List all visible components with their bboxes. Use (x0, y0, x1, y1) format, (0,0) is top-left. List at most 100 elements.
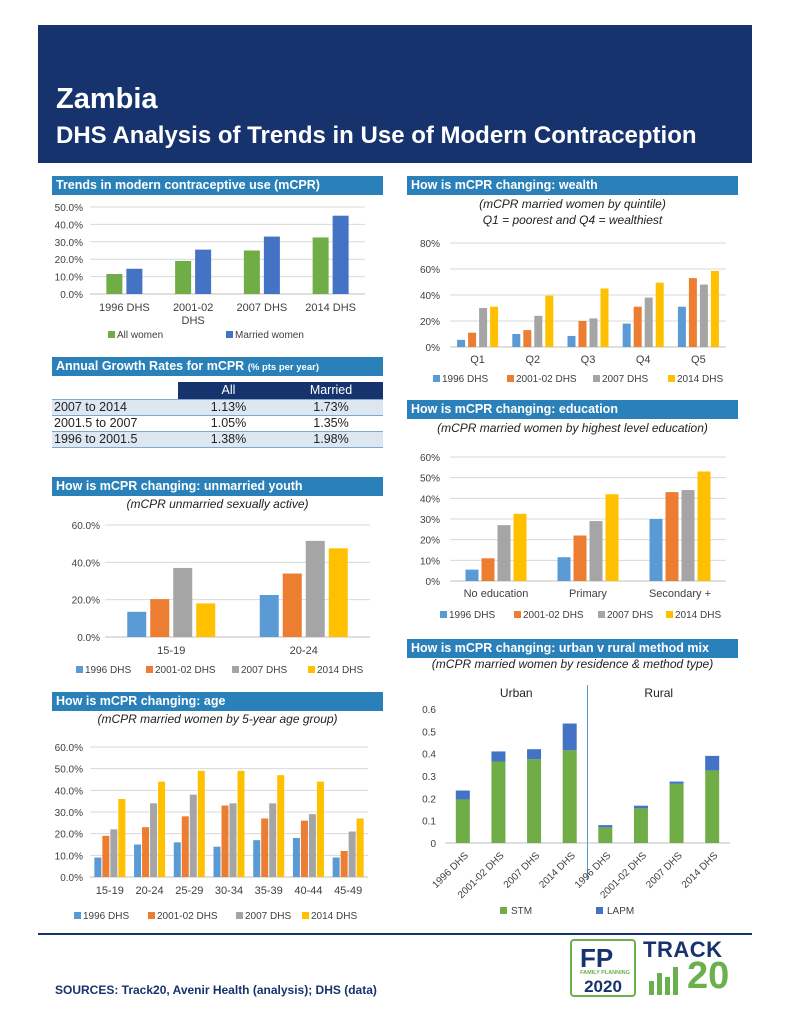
x-tick-label: Q4 (636, 354, 651, 366)
growth-header-all: All (178, 382, 279, 399)
bar-2014-dhs-q1 (490, 306, 499, 347)
bar-lapm-rural-2014-dhs (705, 755, 720, 771)
growth-table: All Married 2007 to 2014 1.13% 1.73% 200… (52, 382, 383, 448)
legend-label: 2001-02 DHS (523, 610, 584, 621)
legend-swatch (302, 912, 309, 919)
growth-married-value: 1.98% (279, 430, 383, 448)
y-tick-label: 0% (426, 577, 441, 588)
growth-all-value: 1.13% (178, 398, 279, 415)
bar-2014-dhs-secondary (697, 471, 711, 581)
legend-swatch (440, 611, 447, 618)
bar-stm-rural-2007-dhs (669, 783, 684, 843)
bar-lapm-rural-1996-dhs (598, 825, 613, 828)
bar-2014-dhs-20-24 (158, 781, 166, 877)
y-tick-label: 0.1 (422, 817, 436, 828)
y-tick-label: 10% (420, 556, 440, 567)
legend-label: LAPM (607, 906, 634, 917)
track-logo-bar (673, 967, 678, 995)
legend-swatch (146, 666, 153, 673)
bar-2014-dhs-primary (605, 494, 619, 581)
bar-stm-urban-2014-dhs (562, 750, 577, 843)
growth-married-value: 1.73% (279, 398, 383, 415)
bar-2001-02-dhs-q4 (633, 306, 642, 347)
y-tick-label: 40% (420, 494, 440, 505)
bar-2007-dhs-25-29 (189, 794, 197, 877)
y-tick-label: 40.0% (55, 220, 83, 231)
bar-2007-dhs-15-19 (173, 567, 193, 637)
bar-2014-dhs-40-44 (316, 781, 324, 877)
bar-married-women-2001-02-dhs (195, 249, 212, 294)
bar-2007-dhs-primary (589, 521, 603, 581)
track-logo-bar (665, 977, 670, 995)
legend-swatch (76, 666, 83, 673)
bar-2001-02-dhs-q5 (688, 278, 697, 347)
track-logo-bar (657, 973, 662, 995)
legend-label: 2001-02 DHS (155, 665, 216, 676)
legend-label: All women (117, 330, 163, 341)
x-tick-label: 15-19 (157, 645, 185, 657)
bar-2007-dhs-q3 (589, 318, 598, 347)
bar-1996-dhs-q5 (677, 306, 686, 347)
fp-logo-year: 2020 (584, 977, 622, 996)
legend-swatch (74, 912, 81, 919)
bar-lapm-urban-2014-dhs (562, 723, 577, 751)
bar-stm-urban-2001-02-dhs (491, 761, 506, 843)
legend-label: 1996 DHS (85, 665, 131, 676)
bar-1996-dhs-15-19 (94, 857, 102, 877)
y-tick-label: 20.0% (72, 596, 100, 607)
bar-1996-dhs-35-39 (253, 840, 261, 877)
bar-2014-dhs-20-24 (328, 548, 348, 637)
y-tick-label: 50.0% (55, 203, 83, 214)
y-tick-label: 60% (420, 453, 440, 464)
x-tick-label: 2014 DHS (680, 850, 721, 891)
y-tick-label: 0.6 (422, 705, 436, 716)
bar-stm-urban-1996-dhs (455, 799, 470, 843)
legend-swatch (232, 666, 239, 673)
x-tick-label: 15-19 (96, 885, 124, 897)
bar-1996-dhs-45-49 (332, 857, 340, 877)
x-tick-label: 20-24 (290, 645, 318, 657)
bar-stm-rural-1996-dhs (598, 827, 613, 843)
legend-label: 2007 DHS (245, 911, 291, 922)
bar-2001-02-dhs-30-34 (221, 805, 229, 877)
bar-1996-dhs-25-29 (173, 842, 181, 877)
y-tick-label: 20% (420, 536, 440, 547)
bar-2014-dhs-15-19 (196, 603, 216, 637)
legend-swatch (236, 912, 243, 919)
bar-2001-02-dhs-q2 (523, 330, 532, 347)
x-tick-label: 2001-02 DHS (173, 302, 213, 327)
x-tick-label: Q1 (470, 354, 485, 366)
y-tick-label: 60.0% (55, 743, 83, 754)
x-tick-label: 2007 DHS (644, 850, 685, 891)
y-tick-label: 40.0% (72, 558, 100, 569)
y-tick-label: 0.4 (422, 750, 436, 761)
y-tick-label: 0 (430, 839, 436, 850)
y-tick-label: 20% (420, 317, 440, 328)
bar-2007-dhs-20-24 (305, 540, 325, 637)
bar-1996-dhs-15-19 (127, 611, 147, 637)
bar-1996-dhs-q3 (567, 335, 576, 347)
bar-lapm-rural-2007-dhs (669, 781, 684, 784)
bar-1996-dhs-40-44 (292, 838, 300, 877)
bar-married-women-2007-dhs (263, 236, 280, 294)
x-tick-label: No education (464, 588, 529, 600)
y-tick-label: 20.0% (55, 830, 83, 841)
bar-2001-02-dhs-no-education (481, 558, 495, 581)
youth-subtitle: (mCPR unmarried sexually active) (126, 497, 309, 511)
legend-swatch (598, 611, 605, 618)
table-row: 2001.5 to 2007 1.05% 1.35% (52, 414, 383, 431)
legend-label: STM (511, 906, 532, 917)
wealth-subtitle-2: Q1 = poorest and Q4 = wealthiest (482, 213, 663, 227)
bar-married-women-2014-dhs (332, 215, 349, 294)
y-tick-label: 0.0% (77, 633, 100, 644)
x-tick-label: 2014 DHS (305, 302, 356, 314)
fp-logo-sub: FAMILY PLANNING (580, 970, 630, 976)
y-tick-label: 10.0% (55, 273, 83, 284)
y-tick-label: 30% (420, 515, 440, 526)
bar-2007-dhs-35-39 (269, 803, 277, 877)
legend-label: 2007 DHS (602, 374, 648, 385)
